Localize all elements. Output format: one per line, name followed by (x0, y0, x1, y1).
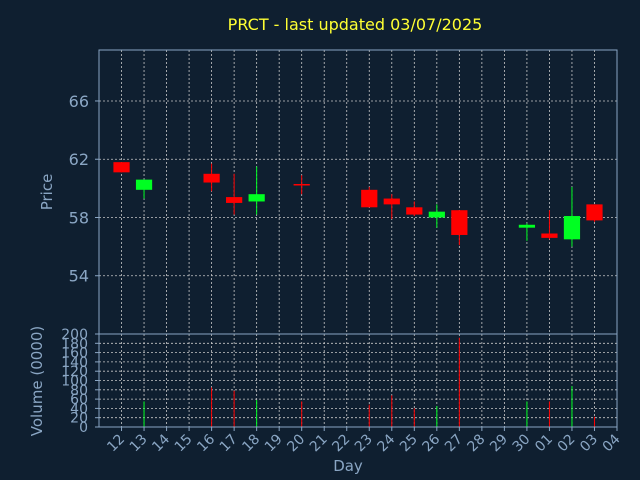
candle-body (428, 211, 445, 218)
volume-tick-label: 120 (61, 364, 88, 380)
price-tick-label: 62 (69, 150, 89, 169)
candle-body (518, 224, 536, 228)
candle-body (383, 198, 400, 205)
candle-body (563, 216, 581, 240)
candle-30 (518, 223, 536, 241)
candle-20 (293, 175, 310, 195)
candle-13 (135, 179, 153, 199)
candle-12 (113, 162, 130, 173)
candle-24 (383, 194, 400, 219)
volume-tick-label: 0 (79, 420, 88, 436)
volume-tick-label: 20 (70, 411, 88, 427)
volume-tick-label: 100 (61, 374, 88, 390)
volume-tick-label: 140 (61, 355, 88, 371)
price-axis-ticks: 54 58 62 66 (69, 92, 99, 286)
candle-body (586, 204, 603, 221)
candle-body (451, 210, 468, 235)
x-axis-title: Day (333, 457, 363, 475)
volume-tick-label: 40 (70, 401, 88, 417)
candle-23 (361, 186, 378, 208)
candle-03 (586, 204, 603, 222)
candle-27 (451, 210, 468, 246)
candle-body (226, 197, 243, 203)
price-tick-label: 54 (69, 267, 89, 286)
candle-16 (203, 163, 220, 192)
chart-title: PRCT - last updated 03/07/2025 (228, 15, 483, 34)
volume-tick-label: 180 (61, 336, 88, 352)
price-tick-label: 58 (69, 208, 89, 227)
candles (113, 162, 603, 247)
candle-body (248, 194, 265, 202)
candle-body (406, 207, 423, 215)
candle-02 (563, 186, 581, 247)
volume-tick-label: 60 (70, 392, 88, 408)
volume-tick-label: 80 (70, 383, 88, 399)
candle-25 (406, 201, 423, 217)
candle-body (541, 233, 558, 238)
volume-bars (143, 337, 595, 427)
price-axis-title: Price (38, 174, 56, 211)
candle-body (113, 162, 130, 173)
volume-tick-label: 160 (61, 346, 88, 362)
candle-body (293, 183, 310, 186)
candle-body (203, 173, 220, 183)
price-tick-label: 66 (69, 92, 89, 111)
candle-17 (226, 173, 243, 215)
candle-01 (541, 210, 558, 240)
candle-body (361, 189, 378, 208)
candle-18 (248, 166, 265, 215)
candle-26 (428, 204, 445, 228)
candle-body (135, 179, 153, 190)
volume-tick-label: 200 (61, 327, 88, 343)
volume-axis-title: Volume (0000) (28, 326, 46, 436)
